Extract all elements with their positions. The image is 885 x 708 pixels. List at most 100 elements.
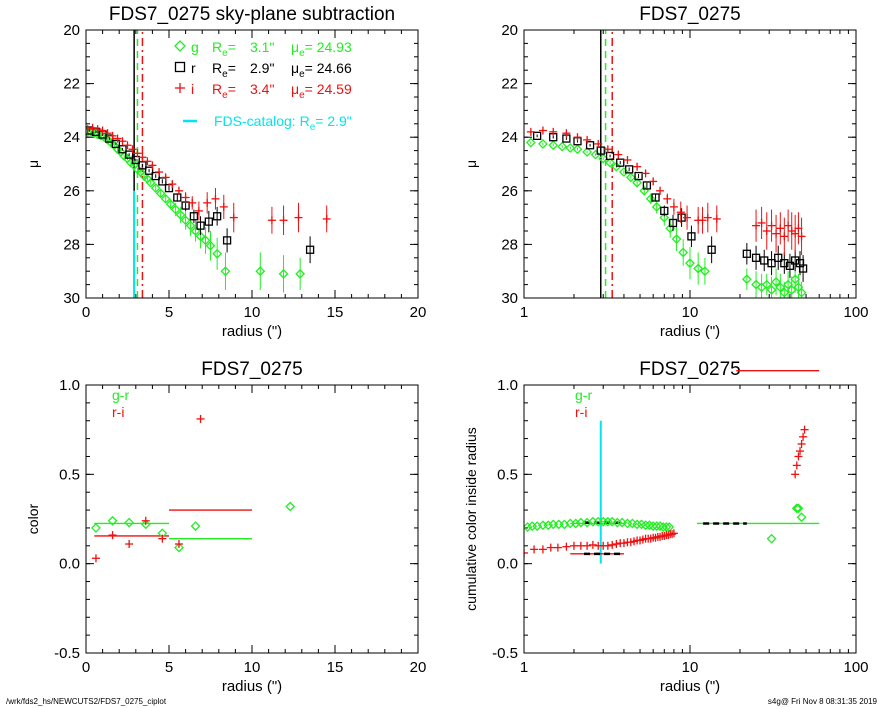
legend-entry: g-r (112, 387, 129, 403)
data-point-g (625, 172, 636, 183)
data-point-r-i (792, 461, 801, 470)
plot-frame (85, 29, 419, 299)
legend-equals: = (228, 60, 236, 76)
data-point-i (791, 229, 800, 238)
series-i (526, 126, 806, 256)
data-point-i (594, 139, 603, 148)
data-point-r (791, 256, 800, 265)
data-point-r (204, 217, 213, 226)
data-point-r-i (799, 432, 808, 441)
data-point-g-r (553, 519, 564, 530)
y-tick-label: 24 (501, 129, 518, 146)
data-point-i (703, 213, 712, 222)
data-point-r-i (588, 540, 597, 549)
data-point-i (93, 125, 102, 134)
legend-marker (174, 40, 186, 52)
x-tick-label: 1 (520, 304, 528, 321)
data-point-r-i (569, 541, 578, 550)
data-point-r-i (524, 548, 528, 557)
data-point-i (279, 216, 288, 225)
y-tick-label: 30 (63, 290, 80, 307)
data-point-r-i (530, 545, 539, 554)
data-point-g (598, 153, 609, 164)
data-point-i (322, 214, 331, 223)
legend-subscript: e (299, 48, 305, 59)
data-point-g-r (602, 516, 613, 527)
data-point-g-r (140, 519, 151, 530)
legend: g-rr-i (112, 387, 129, 420)
data-point-i (155, 168, 164, 177)
data-point-r (605, 151, 615, 161)
data-point-g (220, 266, 231, 277)
legend-entry: r-i (575, 404, 587, 420)
x-tick-label: 10 (244, 659, 261, 676)
legend-subscript: e (222, 90, 228, 101)
data-point-r (222, 236, 232, 245)
data-point-g-r (664, 522, 675, 532)
y-tick-label: 22 (501, 76, 518, 93)
legend-subscript: e (222, 48, 228, 59)
data-point-r-i (174, 540, 183, 549)
x-tick-label: 100 (843, 659, 868, 676)
data-point-g (255, 266, 266, 277)
y-tick-label: 1.0 (497, 377, 518, 394)
x-tick-label: 20 (410, 659, 427, 676)
data-point-g (775, 282, 786, 293)
data-point-i (143, 157, 152, 166)
data-point-r-i (668, 530, 677, 539)
legend-mue-label: μe= 24.93 (291, 39, 352, 59)
data-point-i (123, 141, 132, 150)
data-point-r (668, 218, 678, 228)
legend-subscript: e (222, 69, 228, 80)
data-point-g (678, 247, 689, 258)
y-tick-label: 0.0 (497, 556, 518, 573)
plot-frame (523, 29, 857, 299)
data-point-i (776, 224, 785, 233)
data-point-i (108, 131, 117, 140)
data-point-g (572, 144, 583, 155)
data-point-i (211, 194, 220, 203)
data-point-i (103, 129, 112, 138)
y-tick-label: 0.5 (497, 466, 518, 483)
legend: g-rr-i (575, 387, 592, 420)
x-axis-label: radius (") (660, 323, 720, 340)
x-tick-label: 1 (520, 659, 528, 676)
data-point-i (573, 133, 582, 142)
data-point-r (131, 155, 140, 165)
series-i (86, 123, 331, 236)
data-point-i (562, 129, 571, 138)
series-g-r (524, 503, 807, 544)
data-point-g (185, 220, 196, 231)
data-point-i (669, 202, 678, 211)
data-point-r (707, 245, 716, 254)
chart-title: FDS7_0275 (639, 359, 740, 380)
data-point-r (212, 212, 222, 221)
data-point-i (649, 177, 658, 186)
data-point-i (188, 198, 197, 207)
legend-catalog-text: FDS-catalog: Re= 2.9" (214, 113, 352, 133)
footer-right: s4g@ Fri Nov 8 08:31:35 2019 (767, 697, 877, 706)
data-point-r (798, 264, 808, 273)
legend-equals: = 24.59 (305, 81, 352, 97)
data-point-i (526, 127, 535, 136)
legend-subscript: e (299, 90, 305, 101)
data-point-i (174, 186, 183, 195)
data-point-r (780, 259, 789, 268)
data-point-r-i (664, 531, 673, 540)
data-point-i (767, 221, 776, 230)
data-point-g-r (632, 519, 643, 530)
data-point-g-r (174, 542, 184, 553)
data-point-i (549, 127, 558, 136)
data-point-g (693, 263, 704, 274)
data-point-i (538, 126, 547, 135)
legend-equals: = 24.66 (305, 60, 352, 76)
plot-frame (523, 384, 857, 654)
data-point-r-i (553, 543, 562, 552)
data-point-i (583, 135, 592, 144)
data-point-i (762, 227, 771, 235)
data-point-g (155, 188, 166, 199)
data-point-r-i (562, 542, 571, 551)
data-point-g (783, 279, 794, 290)
